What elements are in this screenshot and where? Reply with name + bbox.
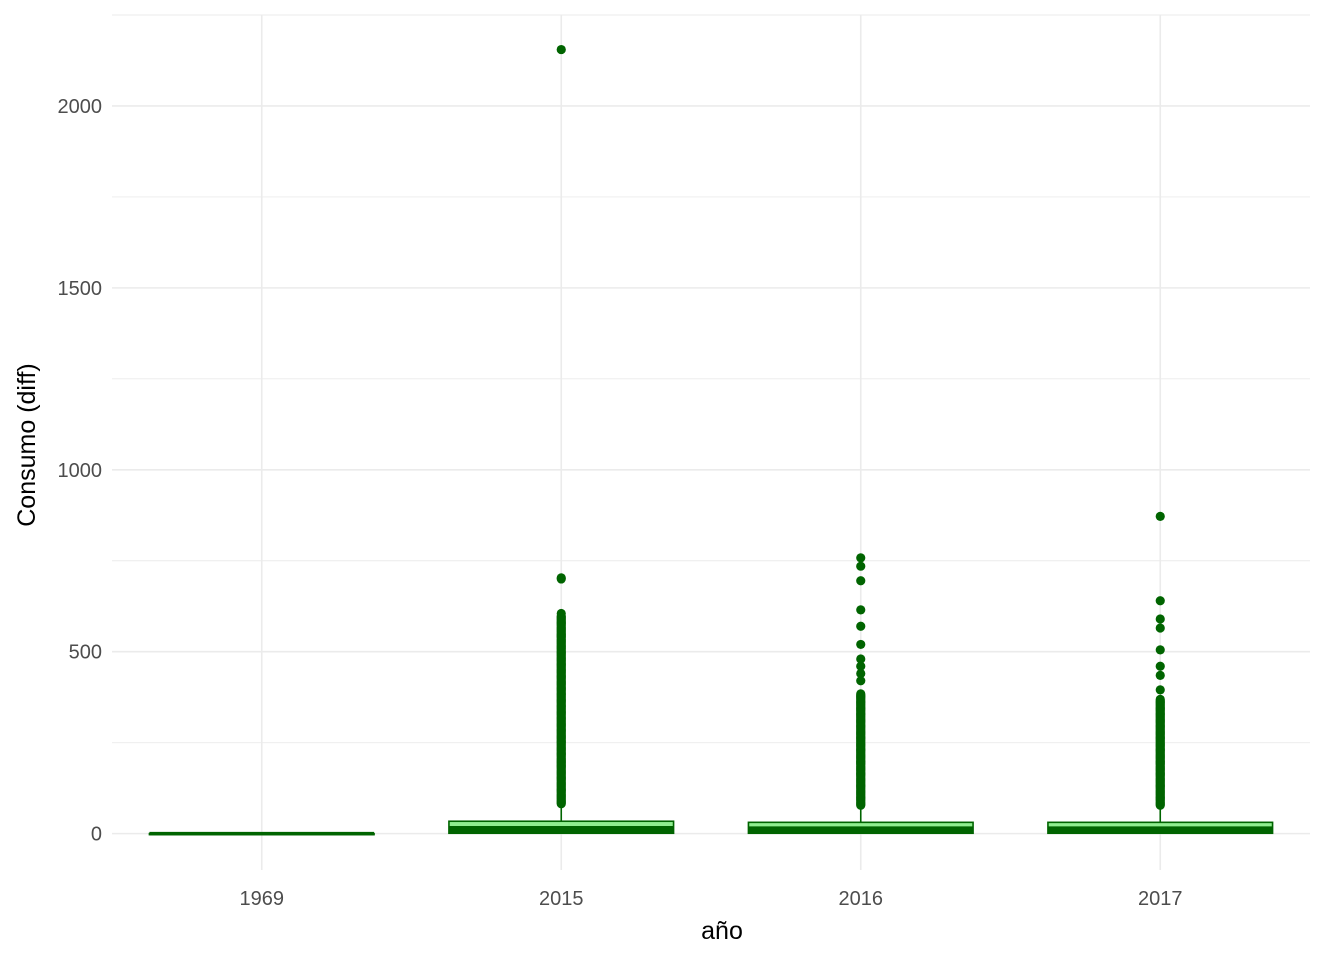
outlier-point: [856, 561, 866, 571]
y-tick-label: 2000: [58, 96, 103, 118]
y-tick-label: 500: [69, 642, 102, 664]
x-tick-label: 2017: [1138, 888, 1183, 910]
outlier-point: [556, 573, 566, 583]
outlier-point: [856, 661, 866, 671]
x-tick-label: 2015: [539, 888, 584, 910]
outlier-point: [856, 654, 866, 664]
outlier-point: [1155, 645, 1165, 655]
outlier-point: [856, 605, 866, 615]
box-2015: [448, 44, 675, 835]
x-tick-label: 2016: [839, 888, 884, 910]
box-2016: [747, 553, 974, 835]
outlier-point: [856, 676, 866, 686]
outlier-point: [1155, 661, 1165, 671]
outlier-point: [856, 639, 866, 650]
y-axis-title: Consumo (diff): [13, 363, 41, 527]
box-lower-half: [1047, 828, 1273, 834]
y-tick-label: 1000: [58, 460, 103, 482]
outlier-point: [1155, 670, 1165, 680]
boxes: [148, 44, 1274, 836]
box-lower-half: [448, 827, 674, 834]
outlier-point: [1155, 596, 1165, 606]
grid-lines: [112, 14, 1310, 870]
outlier-point: [856, 576, 866, 586]
outlier-point: [856, 689, 866, 699]
x-axis-title: año: [701, 917, 743, 945]
box-lower-half: [748, 828, 974, 834]
y-tick-label: 1500: [58, 278, 103, 300]
x-tick-labels: 1969 2015 2016 2017: [240, 888, 1183, 910]
outlier-point: [1155, 623, 1165, 633]
y-tick-label: 0: [91, 824, 102, 846]
outlier-point: [1155, 685, 1165, 695]
x-tick-label: 1969: [240, 888, 285, 910]
outlier-point: [856, 553, 866, 563]
box-2017: [1047, 511, 1274, 835]
outlier-point: [1155, 694, 1165, 704]
outlier-point: [1155, 511, 1165, 521]
outlier-point: [556, 608, 566, 619]
outlier-point: [856, 621, 866, 631]
y-tick-labels: 0 500 1000 1500 2000: [58, 96, 103, 846]
outlier-point: [556, 44, 566, 55]
outlier-point: [1155, 614, 1165, 624]
box-1969: [148, 831, 375, 836]
outlier-point: [856, 668, 866, 679]
